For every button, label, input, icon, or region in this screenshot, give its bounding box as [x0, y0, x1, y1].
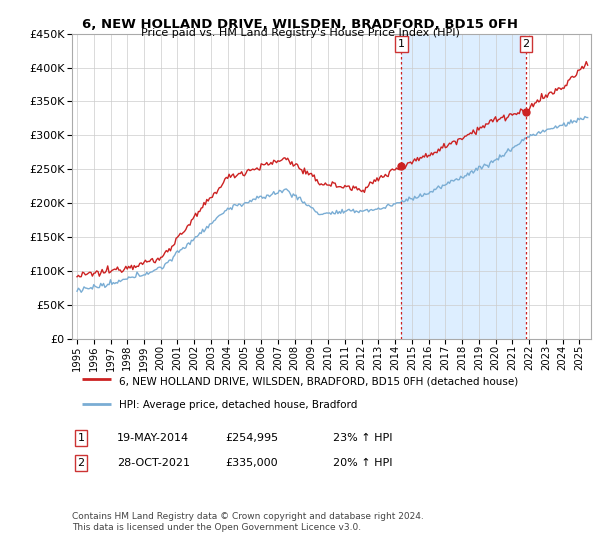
Text: 2: 2: [523, 39, 530, 49]
Text: Contains HM Land Registry data © Crown copyright and database right 2024.
This d: Contains HM Land Registry data © Crown c…: [72, 512, 424, 532]
Text: £335,000: £335,000: [225, 458, 278, 468]
Text: 2: 2: [77, 458, 85, 468]
Text: 20% ↑ HPI: 20% ↑ HPI: [333, 458, 392, 468]
Text: 6, NEW HOLLAND DRIVE, WILSDEN, BRADFORD, BD15 0FH (detached house): 6, NEW HOLLAND DRIVE, WILSDEN, BRADFORD,…: [119, 376, 518, 386]
Text: 1: 1: [77, 433, 85, 443]
Text: 19-MAY-2014: 19-MAY-2014: [117, 433, 189, 443]
Text: £254,995: £254,995: [225, 433, 278, 443]
Text: Price paid vs. HM Land Registry's House Price Index (HPI): Price paid vs. HM Land Registry's House …: [140, 28, 460, 38]
Text: HPI: Average price, detached house, Bradford: HPI: Average price, detached house, Brad…: [119, 400, 357, 410]
Bar: [401, 34, 526, 339]
Text: 6, NEW HOLLAND DRIVE, WILSDEN, BRADFORD, BD15 0FH: 6, NEW HOLLAND DRIVE, WILSDEN, BRADFORD,…: [82, 18, 518, 31]
Text: 1: 1: [398, 39, 405, 49]
Text: 23% ↑ HPI: 23% ↑ HPI: [333, 433, 392, 443]
Text: 28-OCT-2021: 28-OCT-2021: [117, 458, 190, 468]
